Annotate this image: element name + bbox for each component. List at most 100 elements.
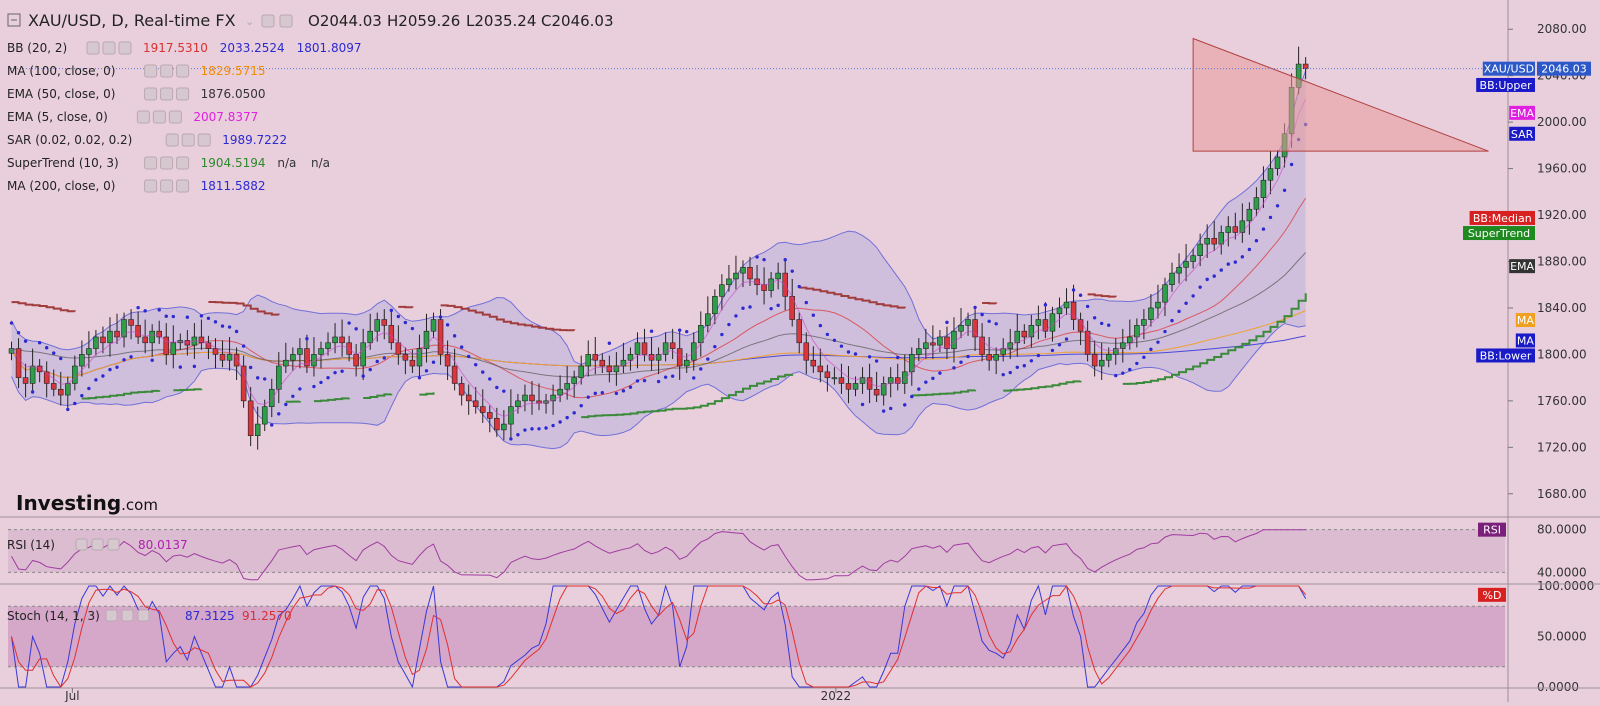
eye-icon[interactable] xyxy=(144,156,158,170)
eye-icon[interactable] xyxy=(144,179,158,193)
candle[interactable] xyxy=(958,307,964,339)
candle[interactable] xyxy=(388,311,395,350)
candle[interactable] xyxy=(1253,187,1260,217)
candle[interactable] xyxy=(1148,294,1154,327)
candle[interactable] xyxy=(444,340,451,380)
candle[interactable] xyxy=(402,347,409,375)
candle[interactable] xyxy=(669,328,676,360)
gear-icon[interactable] xyxy=(121,609,134,622)
candle[interactable] xyxy=(599,353,606,373)
candle[interactable] xyxy=(57,371,64,406)
close-icon[interactable] xyxy=(118,41,132,55)
candle[interactable] xyxy=(107,317,113,357)
candle[interactable] xyxy=(339,319,345,357)
gear-icon[interactable] xyxy=(160,87,174,101)
candle[interactable] xyxy=(810,346,817,373)
candle[interactable] xyxy=(332,323,338,354)
candle[interactable] xyxy=(733,255,739,290)
candle[interactable] xyxy=(268,378,275,418)
candle[interactable] xyxy=(993,347,999,375)
candle[interactable] xyxy=(114,313,120,344)
candle[interactable] xyxy=(1035,305,1042,340)
candle[interactable] xyxy=(1120,328,1126,363)
candle[interactable] xyxy=(465,384,472,415)
gear-icon[interactable] xyxy=(160,179,174,193)
rsi-plot[interactable]: 80.0000 40.0000 RSI xyxy=(8,522,1587,581)
candle[interactable] xyxy=(1190,248,1196,269)
candle[interactable] xyxy=(22,363,29,398)
candle[interactable] xyxy=(1232,212,1239,240)
candle[interactable] xyxy=(135,311,141,344)
candle[interactable] xyxy=(149,324,155,357)
candle[interactable] xyxy=(690,332,697,371)
candle[interactable] xyxy=(705,296,711,333)
eye-icon[interactable] xyxy=(136,110,150,124)
candle[interactable] xyxy=(796,312,803,354)
candle[interactable] xyxy=(880,376,887,406)
candle[interactable] xyxy=(986,336,992,371)
candle[interactable] xyxy=(901,354,908,394)
gear-icon[interactable] xyxy=(91,538,104,551)
candle[interactable] xyxy=(634,332,641,369)
candle[interactable] xyxy=(163,323,170,365)
close-icon[interactable] xyxy=(176,156,190,170)
eye-icon[interactable] xyxy=(144,87,158,101)
candle[interactable] xyxy=(36,359,43,383)
close-icon[interactable] xyxy=(107,538,120,551)
candle[interactable] xyxy=(233,347,240,380)
candle[interactable] xyxy=(1021,324,1028,344)
candle[interactable] xyxy=(1225,216,1232,247)
candle[interactable] xyxy=(817,348,824,383)
candle[interactable] xyxy=(887,367,894,398)
candle[interactable] xyxy=(838,363,845,394)
collapse-icon[interactable] xyxy=(7,13,21,27)
candle[interactable] xyxy=(472,386,479,414)
gear-icon[interactable] xyxy=(181,133,195,147)
candle[interactable] xyxy=(662,332,669,362)
candle[interactable] xyxy=(501,410,507,441)
candle[interactable] xyxy=(585,340,592,377)
eye-icon[interactable] xyxy=(105,609,118,622)
candle[interactable] xyxy=(1260,166,1267,209)
candle[interactable] xyxy=(1028,314,1035,348)
candle[interactable] xyxy=(768,271,774,298)
candle[interactable] xyxy=(529,381,535,415)
gear-icon[interactable] xyxy=(279,14,293,28)
candle[interactable] xyxy=(1134,318,1140,348)
candle[interactable] xyxy=(304,334,310,373)
gear-icon[interactable] xyxy=(160,64,174,78)
gear-icon[interactable] xyxy=(152,110,166,124)
candle[interactable] xyxy=(620,342,627,373)
candle[interactable] xyxy=(458,376,465,406)
candle[interactable] xyxy=(683,353,690,373)
candle[interactable] xyxy=(1127,319,1133,350)
candle[interactable] xyxy=(641,328,648,362)
candle[interactable] xyxy=(451,348,458,391)
candle[interactable] xyxy=(916,338,922,362)
candle[interactable] xyxy=(726,264,732,292)
close-icon[interactable] xyxy=(168,110,182,124)
candle[interactable] xyxy=(318,341,324,369)
candle[interactable] xyxy=(1162,277,1168,317)
candle[interactable] xyxy=(15,338,22,389)
candle[interactable] xyxy=(156,320,162,344)
eye-icon[interactable] xyxy=(86,41,100,55)
candle[interactable] xyxy=(93,330,99,356)
candle[interactable] xyxy=(311,336,317,377)
candle[interactable] xyxy=(374,312,381,342)
candle[interactable] xyxy=(487,405,493,433)
main-price-plot[interactable] xyxy=(8,37,1505,450)
candle[interactable] xyxy=(845,366,852,404)
eye-icon[interactable] xyxy=(75,538,88,551)
candle[interactable] xyxy=(1155,284,1161,319)
candle[interactable] xyxy=(283,342,289,373)
candle[interactable] xyxy=(1141,309,1147,340)
stoch-plot[interactable]: 100.0000 50.0000 0.0000 %D xyxy=(8,579,1594,694)
candle[interactable] xyxy=(965,312,971,336)
candle[interactable] xyxy=(479,389,486,423)
candle[interactable] xyxy=(128,309,134,340)
candle[interactable] xyxy=(1302,57,1309,80)
candle[interactable] xyxy=(627,347,634,371)
candle[interactable] xyxy=(423,313,430,363)
candle[interactable] xyxy=(571,370,577,398)
